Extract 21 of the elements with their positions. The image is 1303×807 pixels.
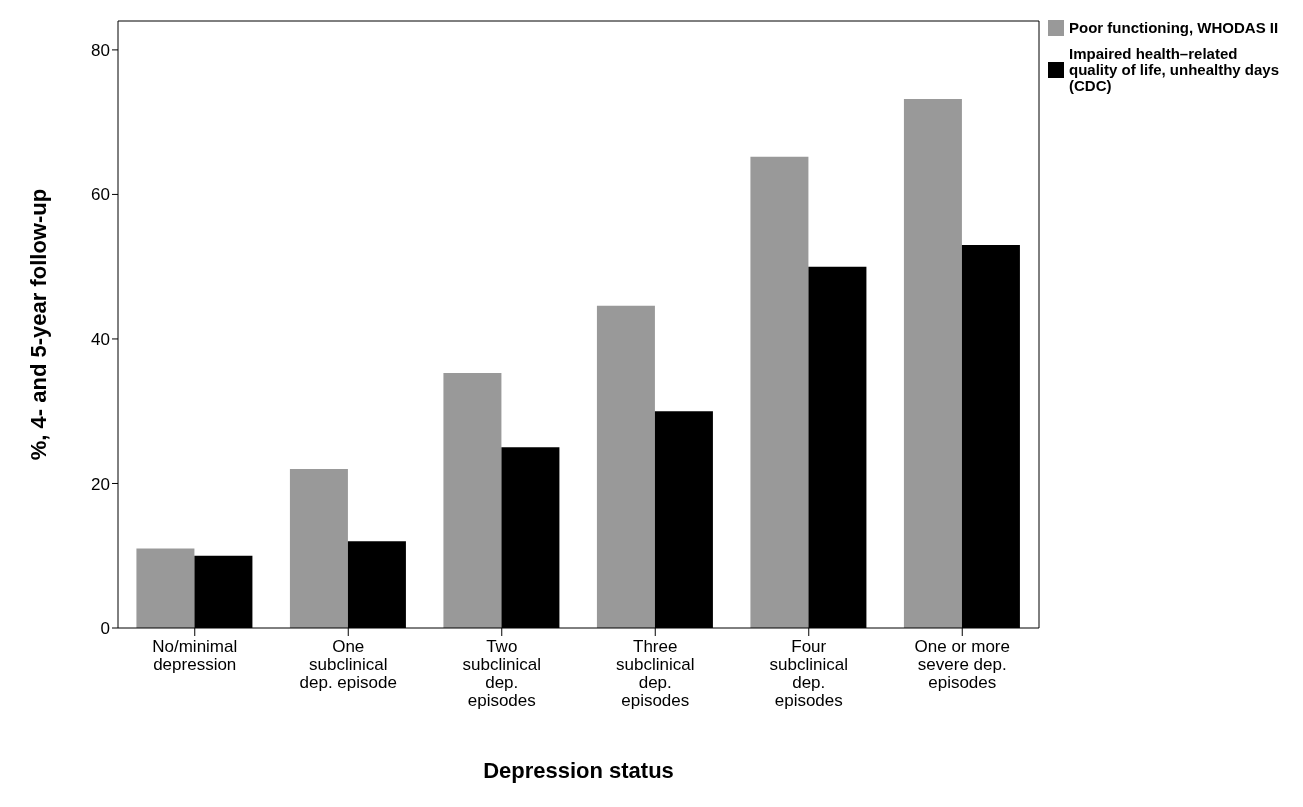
bar xyxy=(289,469,348,628)
bar xyxy=(596,305,655,628)
y-tick-label: 0 xyxy=(100,619,110,639)
y-axis-title: %, 4- and 5-year follow-up xyxy=(25,188,51,461)
x-tick-label: Two subclinical dep. episodes xyxy=(462,637,541,710)
y-tick-label: 20 xyxy=(91,474,110,494)
bar xyxy=(136,548,195,628)
bar xyxy=(443,372,502,628)
x-tick-label: Four subclinical dep. episodes xyxy=(769,637,848,710)
legend-label: Impaired health–related quality of life, unhealthy days (CDC) xyxy=(1069,45,1281,94)
y-tick-label: 40 xyxy=(91,329,110,349)
x-axis-title: Depression status xyxy=(483,758,674,783)
x-tick-label: Three subclinical dep. episodes xyxy=(616,637,695,710)
x-tick-label: No/minimal depression xyxy=(152,637,238,674)
legend-label: Poor functioning, WHODAS II xyxy=(1069,19,1279,36)
x-tick-label: One or more severe dep. episodes xyxy=(914,637,1010,692)
bar xyxy=(903,99,962,628)
bar xyxy=(750,156,809,628)
y-tick-label: 60 xyxy=(91,185,110,205)
y-tick-label: 80 xyxy=(91,40,110,60)
x-tick-label: One subclinical dep. episode xyxy=(299,637,397,692)
